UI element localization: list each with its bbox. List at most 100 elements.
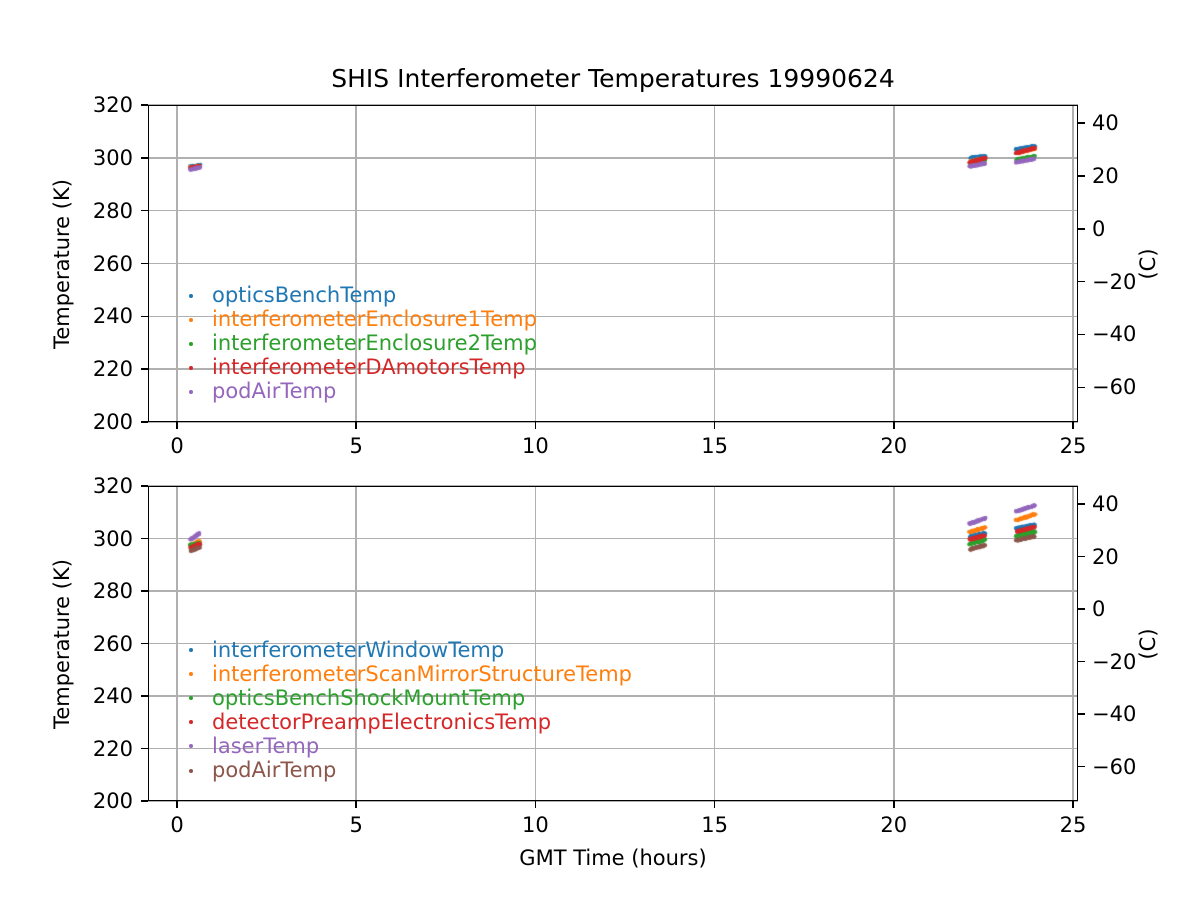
y-tick-label-320: 320 xyxy=(92,474,133,498)
legend-item-interferometerDAmotorsTemp: interferometerDAmotorsTemp xyxy=(189,356,537,380)
y-tick-240 xyxy=(141,695,148,697)
x-tick-label-0: 0 xyxy=(170,813,184,837)
x-tick-label-5: 5 xyxy=(349,434,363,458)
y-tick-200 xyxy=(141,800,148,802)
legend-label: podAirTemp xyxy=(212,758,337,783)
right-y-tick-label--20: −20 xyxy=(1092,649,1137,674)
legend-item-interferometerEnclosure1Temp: interferometerEnclosure1Temp xyxy=(189,308,537,332)
right-y-tick--20 xyxy=(1078,660,1085,663)
y-tick-label-220: 220 xyxy=(92,736,133,761)
right-y-axis-label-top: (C) xyxy=(1136,247,1160,280)
legend-marker-icon xyxy=(189,365,193,370)
legend-item-podAirTemp: podAirTemp xyxy=(189,380,537,404)
x-axis-label: GMT Time (hours) xyxy=(519,846,707,870)
x-tick-25 xyxy=(1072,801,1074,808)
x-tick-20 xyxy=(893,801,895,808)
y-tick-label-200: 200 xyxy=(92,789,133,813)
right-y-tick--40 xyxy=(1078,713,1085,715)
y-tick-label-260: 260 xyxy=(92,251,133,276)
legend-item-opticsBenchTemp: opticsBenchTemp xyxy=(189,284,537,308)
right-y-tick-label-0: 0 xyxy=(1092,216,1106,241)
y-tick-280 xyxy=(141,209,148,212)
legend-marker-icon xyxy=(189,768,193,773)
x-tick-10 xyxy=(534,801,537,808)
legend-item-interferometerWindowTemp: interferometerWindowTemp xyxy=(189,638,632,662)
y-tick-220 xyxy=(141,368,148,370)
y-tick-300 xyxy=(141,537,148,540)
x-tick-label-0: 0 xyxy=(170,434,184,458)
y-tick-label-300: 300 xyxy=(92,526,133,551)
right-y-tick--60 xyxy=(1078,765,1085,768)
chart-title: SHIS Interferometer Temperatures 1999062… xyxy=(331,64,895,93)
right-y-tick-20 xyxy=(1078,555,1085,558)
x-tick-0 xyxy=(176,801,178,808)
right-y-tick-label--60: −60 xyxy=(1092,375,1137,400)
y-tick-label-260: 260 xyxy=(92,631,133,656)
legend-item-interferometerEnclosure2Temp: interferometerEnclosure2Temp xyxy=(189,332,537,356)
legend-marker-icon xyxy=(189,744,193,749)
plot-area-top xyxy=(148,105,1078,422)
x-tick-15 xyxy=(713,422,716,429)
x-tick-15 xyxy=(713,801,716,808)
y-axis-label-bottom: Temperature (K) xyxy=(50,558,74,729)
y-tick-220 xyxy=(141,747,148,750)
x-tick-20 xyxy=(893,422,895,429)
x-tick-label-10: 10 xyxy=(522,813,549,837)
y-tick-label-240: 240 xyxy=(92,684,133,708)
legend-item-podAirTemp: podAirTemp xyxy=(189,758,632,782)
legend-bottom: interferometerWindowTemp interferometerSc… xyxy=(189,638,632,783)
legend-item-laserTemp: laserTemp xyxy=(189,734,632,758)
right-y-tick-label--40: −40 xyxy=(1092,702,1137,726)
y-tick-label-280: 280 xyxy=(92,579,133,603)
x-tick-5 xyxy=(355,422,357,429)
right-y-tick-0 xyxy=(1078,228,1085,230)
legend-label: interferometerScanMirrorStructureTemp xyxy=(212,661,633,686)
x-tick-10 xyxy=(534,422,537,429)
right-y-tick-label-20: 20 xyxy=(1092,163,1119,188)
legend-top: opticsBenchTemp interferometerEnclosure1T… xyxy=(189,284,537,403)
legend-item-interferometerScanMirrorStructureTemp: interferometerScanMirrorStructureTemp xyxy=(189,662,632,686)
y-tick-label-200: 200 xyxy=(92,410,133,434)
plot-area-bottom xyxy=(148,486,1078,801)
y-axis-label-top: Temperature (K) xyxy=(50,178,74,349)
right-y-tick--40 xyxy=(1078,333,1085,336)
y-tick-label-240: 240 xyxy=(92,304,133,329)
x-tick-label-5: 5 xyxy=(349,813,363,837)
right-y-tick-20 xyxy=(1078,175,1085,177)
y-tick-label-280: 280 xyxy=(92,198,133,223)
legend-label: opticsBenchShockMountTemp xyxy=(212,685,526,710)
legend-marker-icon xyxy=(189,672,193,677)
y-tick-300 xyxy=(141,157,148,159)
plot-bottom: 0 5 10 15 20 25 200 220 240 260 280 300 320 40 20 0 −20−… xyxy=(50,474,1160,837)
x-tick-label-25: 25 xyxy=(1059,813,1087,837)
right-y-tick--60 xyxy=(1078,386,1085,389)
right-y-tick-40 xyxy=(1078,122,1085,124)
legend-marker-icon xyxy=(189,648,193,653)
x-tick-label-20: 20 xyxy=(880,813,908,837)
right-y-tick-label-40: 40 xyxy=(1092,111,1119,136)
legend-marker-icon xyxy=(189,341,193,346)
right-y-tick-40 xyxy=(1078,503,1085,505)
x-tick-label-15: 15 xyxy=(701,813,728,837)
right-y-tick-label--20: −20 xyxy=(1092,269,1137,294)
y-tick-label-300: 300 xyxy=(92,145,133,170)
x-tick-label-10: 10 xyxy=(522,434,549,458)
legend-label: interferometerWindowTemp xyxy=(212,637,505,662)
y-tick-260 xyxy=(141,262,148,265)
right-y-tick-label-0: 0 xyxy=(1092,597,1106,621)
x-tick-label-15: 15 xyxy=(701,434,728,458)
legend-item-detectorPreampElectronicsTemp: detectorPreampElectronicsTemp xyxy=(189,710,632,734)
y-tick-320 xyxy=(141,485,148,487)
legend-marker-icon xyxy=(189,317,193,322)
plot-top: 0 5 10 15 20 25 200 220 240 260 280 300 320 40 20 0 −20−… xyxy=(50,93,1160,458)
x-tick-25 xyxy=(1072,422,1074,429)
legend-marker-icon xyxy=(189,389,193,394)
legend-marker-icon xyxy=(189,293,193,298)
legend-label: interferometerEnclosure1Temp xyxy=(212,307,537,332)
right-y-axis-label-bottom: (C) xyxy=(1136,627,1160,660)
y-tick-320 xyxy=(141,104,148,106)
legend-label: podAirTemp xyxy=(212,379,337,403)
right-y-tick-label-40: 40 xyxy=(1092,492,1119,516)
right-y-tick-label--60: −60 xyxy=(1092,754,1137,779)
